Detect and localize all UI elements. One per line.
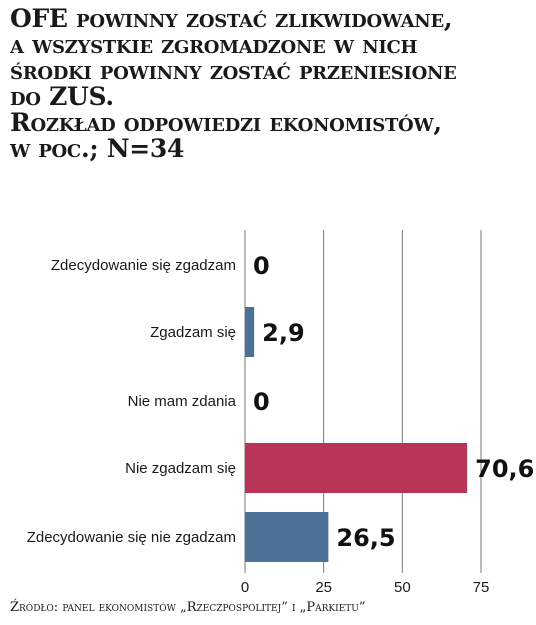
category-label: Nie zgadzam się [125,460,236,477]
category-label: Zgadzam się [150,324,236,341]
bar-chart: 0 25 50 75 Zdecydowanie się zgadzam 0 Zgadzam … [27,230,534,596]
title-line-4: do ZUS. [10,82,114,111]
bar [245,443,468,493]
source-note: Źródło: panel ekonomistów „Rzeczpospolit… [10,600,366,615]
title-line-2: a wszystkie zgromadzone w nich [10,30,418,59]
category-label: Nie mam zdania [128,393,237,410]
value-label: 70,6 [475,455,534,483]
bar [245,512,329,562]
title-line-5: Rozkład odpowiedzi ekonomistów, [10,108,442,137]
bar [245,307,255,357]
value-label: 2,9 [262,319,305,347]
x-tick-label: 0 [241,579,249,596]
x-tick-label: 50 [394,579,411,596]
title-line-3: środki powinny zostać przeniesione [10,56,457,85]
category-label: Zdecydowanie się zgadzam [51,257,236,274]
value-label: 26,5 [336,524,395,552]
x-tick-label: 75 [473,579,490,596]
title-line-1: OFE powinny zostać zlikwidowane, [10,4,453,33]
title-line-6: w poc.; N=34 [10,134,185,163]
category-label: Zdecydowanie się nie zgadzam [27,529,236,546]
value-label: 0 [253,388,270,416]
chart-title: OFE powinny zostać zlikwidowane, a wszys… [10,6,530,162]
x-tick-label: 25 [315,579,332,596]
value-label: 0 [253,252,270,280]
